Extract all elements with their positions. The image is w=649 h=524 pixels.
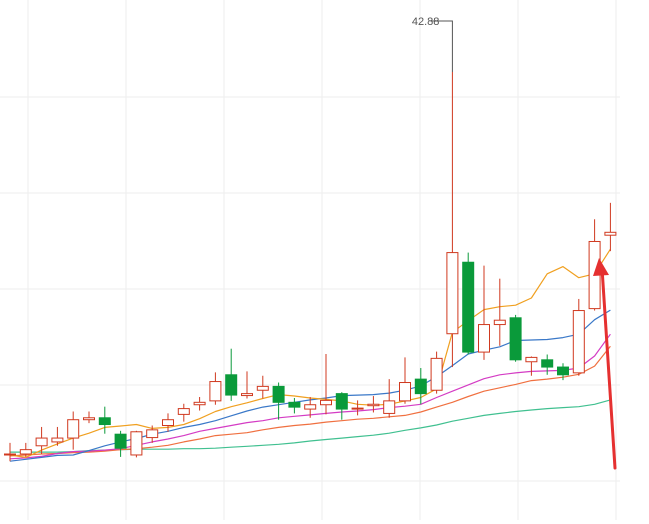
candle: [4, 442, 16, 462]
candle: [67, 411, 80, 450]
candle: [288, 397, 301, 414]
candle-body: [320, 399, 332, 406]
candle: [51, 426, 64, 446]
candle-body: [162, 419, 174, 427]
candle-body: [446, 252, 459, 335]
candle-body: [557, 366, 569, 376]
candle-body: [83, 417, 95, 421]
candle-body: [367, 403, 380, 407]
candle-body: [541, 359, 554, 368]
candle: [541, 354, 554, 375]
peak-leader-line: [430, 20, 453, 72]
annotations: 42.88: [412, 16, 453, 72]
candle-body: [383, 400, 396, 414]
candle-body: [304, 404, 317, 410]
candle-body: [19, 449, 32, 455]
candle-body: [509, 317, 522, 361]
candle: [478, 265, 490, 360]
candle-body: [98, 417, 111, 426]
candle: [256, 375, 269, 399]
candle: [304, 397, 317, 418]
ma-red-line: [9, 345, 611, 457]
candle: [351, 400, 364, 416]
candle-body: [114, 433, 127, 449]
candle: [19, 442, 32, 457]
candle: [241, 371, 253, 399]
peak-value-label: 42.88: [412, 16, 440, 28]
candle: [414, 368, 427, 405]
arrow-shaft: [600, 266, 617, 470]
candle: [604, 202, 617, 252]
candle: [320, 354, 332, 415]
candle: [130, 430, 143, 458]
candle: [272, 382, 285, 420]
candle-body: [35, 437, 48, 447]
candle-body: [209, 381, 222, 402]
candle: [446, 71, 459, 368]
candle: [525, 356, 538, 376]
candle: [83, 411, 95, 424]
candle-body: [130, 431, 143, 456]
candle: [493, 278, 506, 346]
candle: [193, 397, 206, 411]
candle-body: [225, 374, 238, 396]
candle: [177, 403, 190, 422]
candle: [572, 298, 585, 376]
candle: [557, 363, 569, 381]
candle: [399, 357, 411, 404]
candle-body: [430, 357, 443, 391]
candle-body: [146, 429, 159, 439]
candle-body: [572, 310, 585, 374]
candles: [4, 71, 617, 462]
candle: [335, 392, 348, 420]
grid: [0, 0, 620, 520]
candle-body: [493, 319, 506, 326]
candle-body: [335, 393, 348, 410]
candle-body: [272, 385, 285, 403]
candle: [462, 252, 475, 355]
arrow-head: [593, 258, 609, 276]
candle: [114, 430, 127, 457]
candle-body: [462, 261, 475, 353]
candle-body: [51, 437, 64, 443]
candle-body: [351, 407, 364, 410]
candle: [146, 425, 159, 443]
candle-body: [67, 419, 80, 439]
candle-body: [288, 401, 301, 408]
candle-body: [399, 382, 411, 402]
candle: [162, 413, 174, 432]
candle-body: [478, 324, 490, 353]
candle: [430, 351, 443, 394]
trend-arrow: [593, 258, 617, 470]
candle: [35, 426, 48, 454]
candle: [383, 379, 396, 418]
candle: [509, 314, 522, 362]
candle: [209, 372, 222, 405]
candle-body: [193, 401, 206, 406]
candle: [98, 406, 111, 434]
candle-body: [414, 378, 427, 395]
candle-body: [604, 231, 617, 236]
candle-body: [525, 356, 538, 363]
candle-body: [241, 393, 253, 397]
candle: [225, 348, 238, 401]
candle-body: [177, 408, 190, 415]
candle-body: [4, 453, 16, 456]
candle-body: [256, 385, 269, 391]
candle: [367, 396, 380, 413]
